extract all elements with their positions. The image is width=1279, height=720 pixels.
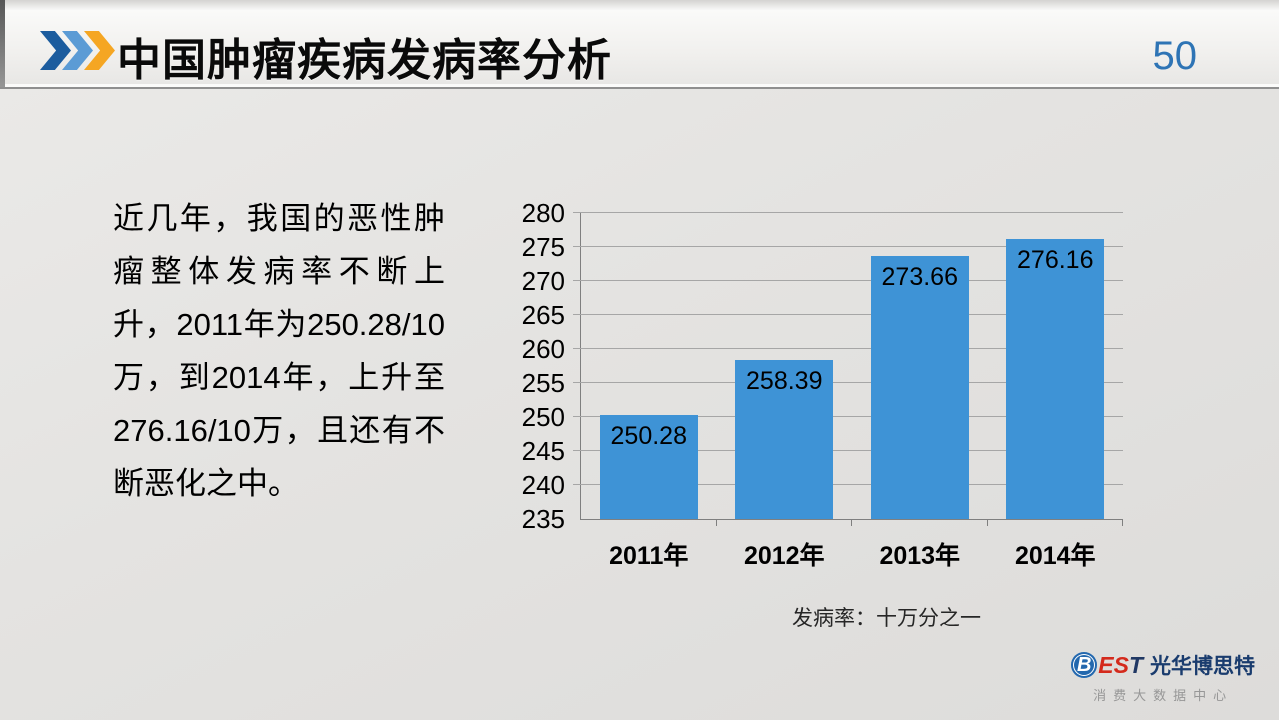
bar-value-label: 258.39 bbox=[746, 366, 823, 395]
x-axis-tick bbox=[1122, 519, 1123, 526]
y-axis-tick-label: 250 bbox=[521, 402, 565, 432]
y-axis-tick-label: 235 bbox=[521, 504, 565, 534]
y-axis-tick-label: 270 bbox=[521, 266, 565, 296]
slide-header: 中国肿瘤疾病发病率分析 50 bbox=[0, 0, 1279, 89]
x-axis-category-label: 2012年 bbox=[743, 542, 825, 570]
bar: 258.39 bbox=[735, 359, 834, 519]
logo-est-text: EST bbox=[1098, 651, 1143, 678]
x-axis-category-label: 2014年 bbox=[1014, 542, 1096, 570]
body-paragraph: 近几年，我国的恶性肿瘤整体发病率不断上升，2011年为250.28/10万，到2… bbox=[113, 201, 445, 501]
gridline bbox=[573, 314, 1123, 315]
bar-value-label: 273.66 bbox=[881, 263, 958, 292]
y-axis-tick-label: 275 bbox=[521, 232, 565, 262]
y-axis-tick-label: 280 bbox=[521, 198, 565, 228]
y-axis-tick-label: 265 bbox=[521, 300, 565, 330]
bar-value-label: 276.16 bbox=[1017, 246, 1094, 275]
gridline bbox=[573, 280, 1123, 281]
brand-logo-row: B EST 光华博思特 bbox=[1071, 650, 1255, 680]
brand-logo: B EST 光华博思特 消费大数据中心 bbox=[1071, 650, 1255, 704]
logo-company-name: 光华博思特 bbox=[1150, 655, 1255, 678]
gridline bbox=[573, 416, 1123, 417]
x-axis-tick bbox=[715, 519, 717, 526]
gridline bbox=[573, 246, 1123, 247]
gridline bbox=[573, 348, 1123, 349]
header-edge-strip bbox=[0, 0, 5, 87]
gridline bbox=[573, 382, 1123, 383]
x-axis-tick bbox=[986, 519, 988, 526]
x-axis-category-label: 2013年 bbox=[879, 542, 961, 570]
bar: 250.28 bbox=[599, 415, 698, 519]
page-title: 中国肿瘤疾病发病率分析 bbox=[117, 36, 612, 85]
chart-caption: 发病率：十万分之一 bbox=[792, 607, 981, 630]
y-axis-tick-label: 240 bbox=[521, 470, 565, 500]
y-axis-tick-label: 255 bbox=[521, 368, 565, 398]
x-axis-category-label: 2011年 bbox=[609, 542, 689, 570]
bar: 273.66 bbox=[870, 256, 969, 519]
x-axis-tick bbox=[851, 519, 852, 526]
best-logo-icon: B bbox=[1071, 652, 1098, 678]
y-axis-tick-label: 245 bbox=[521, 436, 565, 466]
gridline bbox=[573, 212, 1123, 213]
logo-subtitle: 消费大数据中心 bbox=[1093, 688, 1234, 703]
chevron-icon bbox=[40, 31, 71, 70]
gridline bbox=[573, 484, 1123, 485]
y-axis-tick-label: 260 bbox=[521, 334, 565, 364]
triple-chevron-icon bbox=[40, 31, 115, 70]
bar: 276.16 bbox=[1006, 239, 1105, 519]
bar-chart-plot-area: 235 240 245 250 255 260 265 270 275 280 250.28 2011… bbox=[522, 200, 1123, 570]
page-number: 50 bbox=[1152, 34, 1198, 78]
bar-value-label: 250.28 bbox=[610, 422, 687, 451]
gridline bbox=[573, 450, 1123, 451]
